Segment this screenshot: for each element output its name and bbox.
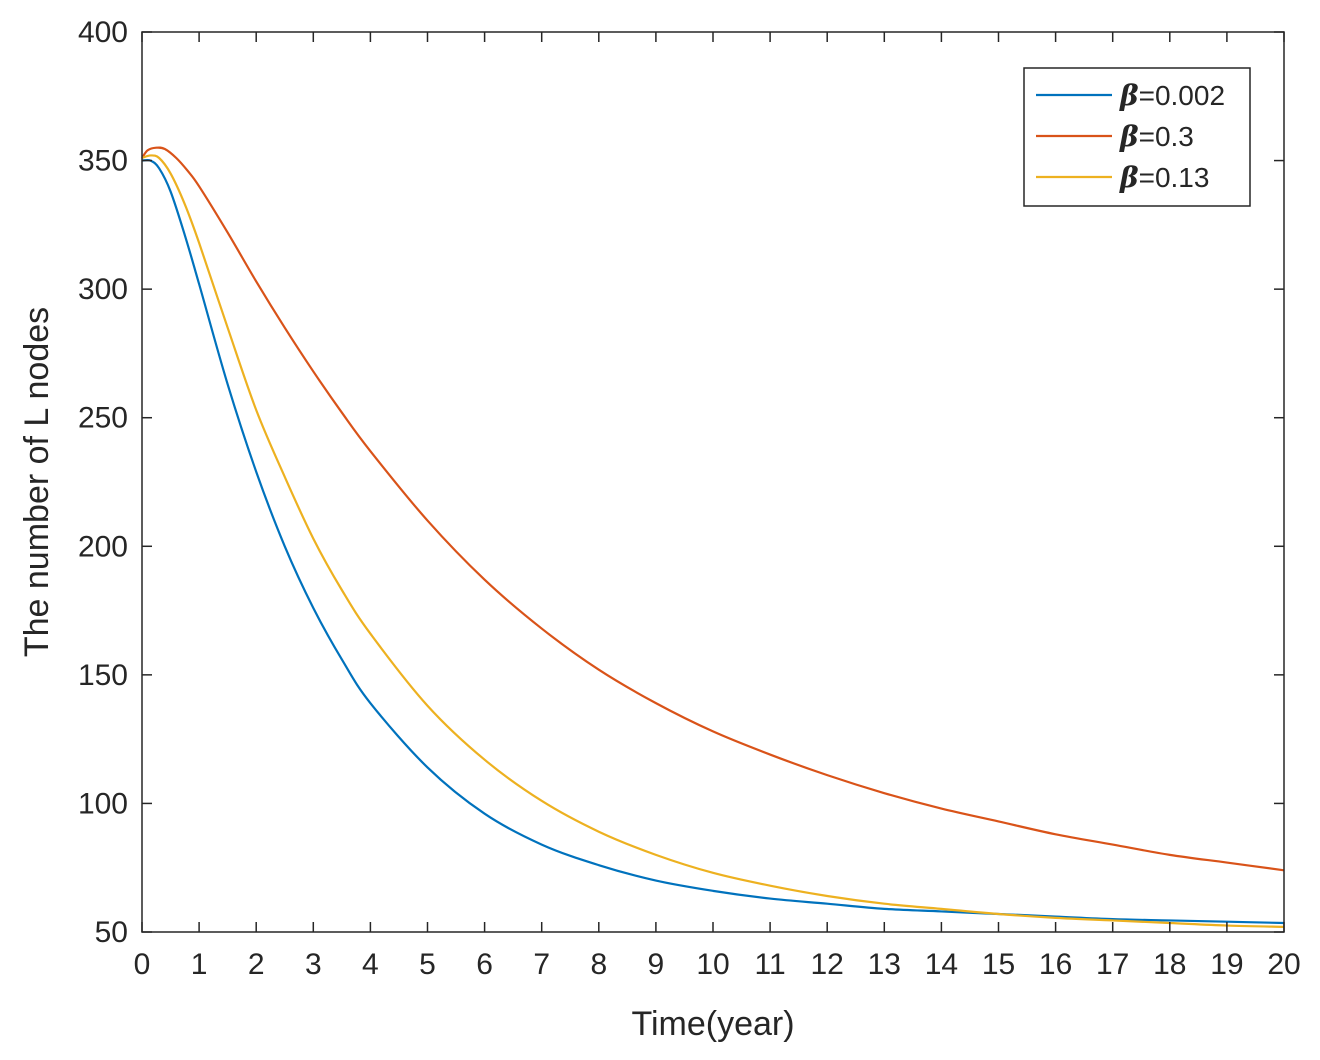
x-tick-label-12: 12 [811, 948, 844, 981]
x-tick-label-7: 7 [533, 948, 550, 981]
y-axis-title: The number of L nodes [18, 307, 56, 657]
plot-frame [141, 31, 1285, 933]
series-line-1 [141, 146, 1285, 872]
legend-label-1: β=0.3 [1119, 120, 1194, 153]
x-tick-label-5: 5 [419, 948, 436, 981]
y-tick-label-4: 250 [78, 402, 128, 435]
x-axis-title: Time(year) [631, 1005, 794, 1043]
legend-beta-value-1: =0.3 [1139, 121, 1194, 152]
x-tick-label-15: 15 [982, 948, 1015, 981]
x-tick-label-4: 4 [362, 948, 379, 981]
x-tick-label-16: 16 [1039, 948, 1072, 981]
legend-beta-symbol-2: β [1119, 161, 1139, 194]
y-tick-label-0: 50 [95, 916, 128, 949]
x-tick-label-2: 2 [248, 948, 265, 981]
y-tick-label-1: 100 [78, 787, 128, 820]
x-tick-label-13: 13 [868, 948, 901, 981]
x-tick-label-14: 14 [925, 948, 958, 981]
series-line-2 [141, 154, 1285, 928]
y-tick-label-3: 200 [78, 530, 128, 563]
x-tick-label-3: 3 [305, 948, 322, 981]
x-tick-label-17: 17 [1096, 948, 1129, 981]
legend-label-0: β=0.002 [1119, 79, 1225, 112]
y-tick-label-6: 350 [78, 145, 128, 178]
x-tick-label-10: 10 [696, 948, 729, 981]
y-tick-label-7: 400 [78, 16, 128, 49]
y-tick-label-5: 300 [78, 273, 128, 306]
x-tick-label-11: 11 [755, 948, 786, 981]
x-tick-label-1: 1 [191, 948, 208, 981]
x-tick-label-18: 18 [1153, 948, 1186, 981]
y-tick-label-2: 150 [78, 659, 128, 692]
x-tick-label-6: 6 [476, 948, 493, 981]
legend-beta-symbol-0: β [1119, 79, 1139, 112]
x-tick-label-8: 8 [590, 948, 607, 981]
legend-beta-value-2: =0.13 [1139, 162, 1210, 193]
x-tick-label-9: 9 [648, 948, 665, 981]
x-tick-label-20: 20 [1267, 948, 1300, 981]
x-tick-label-19: 19 [1210, 948, 1243, 981]
legend-beta-symbol-1: β [1119, 120, 1139, 153]
x-tick-label-0: 0 [134, 948, 151, 981]
legend-beta-value-0: =0.002 [1139, 80, 1225, 111]
series-layer [141, 146, 1285, 928]
ticks-layer: 0 1 2 3 4 5 6 7 8 9 10 11 12 13 14 15 16 17 18 19 2050100150… [78, 16, 1301, 981]
legend-label-2: β=0.13 [1119, 161, 1209, 194]
